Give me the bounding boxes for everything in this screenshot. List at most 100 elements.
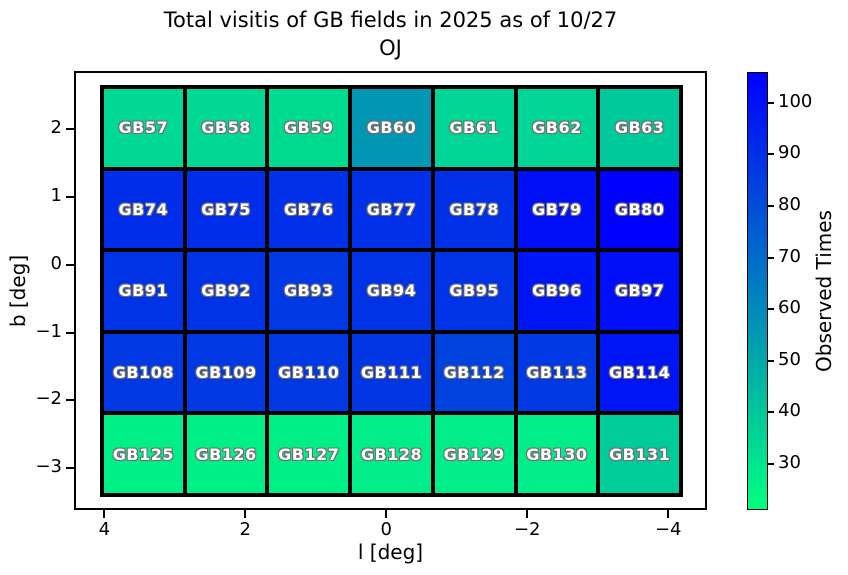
colorbar-tick-mark [768,359,774,362]
field-cell: GB97 [600,252,679,330]
field-label: GB95 [449,281,499,301]
field-cell: GB131 [600,415,679,493]
field-label: GB126 [195,444,257,464]
field-cell: GB60 [352,89,431,167]
field-grid: GB57 GB58 GB59 GB60 GB61 GB62 GB63 GB74 GB75 GB76… [100,85,683,497]
colorbar [747,72,768,510]
field-label: GB128 [360,444,423,464]
colorbar-tick-mark [768,462,774,465]
field-label: GB76 [283,199,334,219]
x-tick-label: 0 [380,519,392,540]
y-tick-mark [66,196,74,198]
field-label: GB97 [614,281,665,301]
field-label: GB79 [532,199,582,219]
colorbar-tick-label: 50 [778,348,801,370]
colorbar-tick-mark [768,101,774,104]
x-tick-label: −2 [513,519,541,540]
y-tick-mark [66,128,74,131]
y-axis-label: b [deg] [6,254,30,328]
field-label: GB127 [278,444,340,464]
y-tick-label: −1 [35,320,62,342]
field-label: GB109 [195,363,257,383]
field-cell: GB80 [600,170,679,249]
field-label: GB96 [532,281,582,301]
field-label: GB114 [609,363,671,383]
y-tick-label: −2 [35,388,62,410]
field-label: GB111 [360,363,423,383]
field-cell: GB109 [186,333,266,412]
colorbar-tick-label: 70 [778,245,801,267]
field-cell: GB62 [517,89,597,167]
colorbar-tick-label: 30 [778,451,801,473]
colorbar-tick-label: 40 [778,400,801,422]
field-cell: GB96 [517,252,597,330]
chart-subtitle: OJ [379,36,402,60]
field-cell: GB110 [269,333,349,412]
x-tick-mark [667,510,670,518]
field-cell: GB95 [434,252,514,330]
x-axis-label: l [deg] [357,540,424,564]
x-tick-label: 4 [98,519,111,540]
field-label: GB58 [201,118,251,138]
field-cell: GB114 [600,333,679,412]
field-label: GB80 [614,199,665,219]
colorbar-tick-label: 100 [778,90,813,112]
field-cell: GB94 [352,252,431,330]
y-tick-label: 2 [50,117,62,139]
field-cell: GB93 [269,252,349,330]
field-label: GB61 [449,118,499,138]
field-cell: GB59 [269,89,349,167]
field-cell: GB58 [186,89,266,167]
colorbar-tick-mark [768,411,774,414]
field-label: GB131 [609,444,671,464]
field-cell: GB125 [104,415,183,493]
field-label: GB112 [443,363,505,383]
field-label: GB77 [366,199,417,219]
colorbar-tick-label: 60 [778,297,801,319]
field-cell: GB111 [352,333,431,412]
field-label: GB94 [366,281,417,301]
x-tick-mark [385,510,388,518]
y-tick-label: −3 [35,455,62,477]
x-tick-mark [103,510,106,518]
field-label: GB129 [443,444,505,464]
x-tick-mark [526,510,529,518]
field-label: GB110 [278,363,340,383]
field-cell: GB63 [600,89,679,167]
field-label: GB74 [118,199,169,219]
field-label: GB78 [449,199,499,219]
field-cell: GB61 [434,89,514,167]
field-cell: GB74 [104,170,183,249]
y-tick-mark [66,466,74,469]
plot-area: GB57 GB58 GB59 GB60 GB61 GB62 GB63 GB74 GB75 GB76… [74,71,707,510]
y-tick-mark [66,399,74,402]
field-label: GB60 [366,118,417,138]
field-label: GB92 [201,281,251,301]
chart-title: Total visitis of GB fields in 2025 as of… [163,8,618,32]
field-label: GB130 [526,444,588,464]
y-tick-label: 1 [50,185,62,206]
field-cell: GB112 [434,333,514,412]
colorbar-tick-mark [768,308,774,311]
field-cell: GB113 [517,333,597,412]
field-cell: GB128 [352,415,431,493]
y-tick-label: 0 [50,252,62,274]
field-cell: GB91 [104,252,183,330]
field-cell: GB78 [434,170,514,249]
field-label: GB91 [118,281,169,301]
field-cell: GB126 [186,415,266,493]
field-cell: GB127 [269,415,349,493]
field-cell: GB76 [269,170,349,249]
field-cell: GB92 [186,252,266,330]
colorbar-label: Observed Times [812,210,836,372]
field-label: GB93 [283,281,334,301]
colorbar-tick-mark [768,204,774,207]
field-label: GB62 [532,118,582,138]
y-tick-mark [66,331,74,334]
colorbar-tick-mark [768,256,774,259]
field-label: GB125 [112,444,174,464]
field-label: GB75 [201,199,251,219]
field-cell: GB57 [104,89,183,167]
colorbar-tick-mark [768,153,774,156]
